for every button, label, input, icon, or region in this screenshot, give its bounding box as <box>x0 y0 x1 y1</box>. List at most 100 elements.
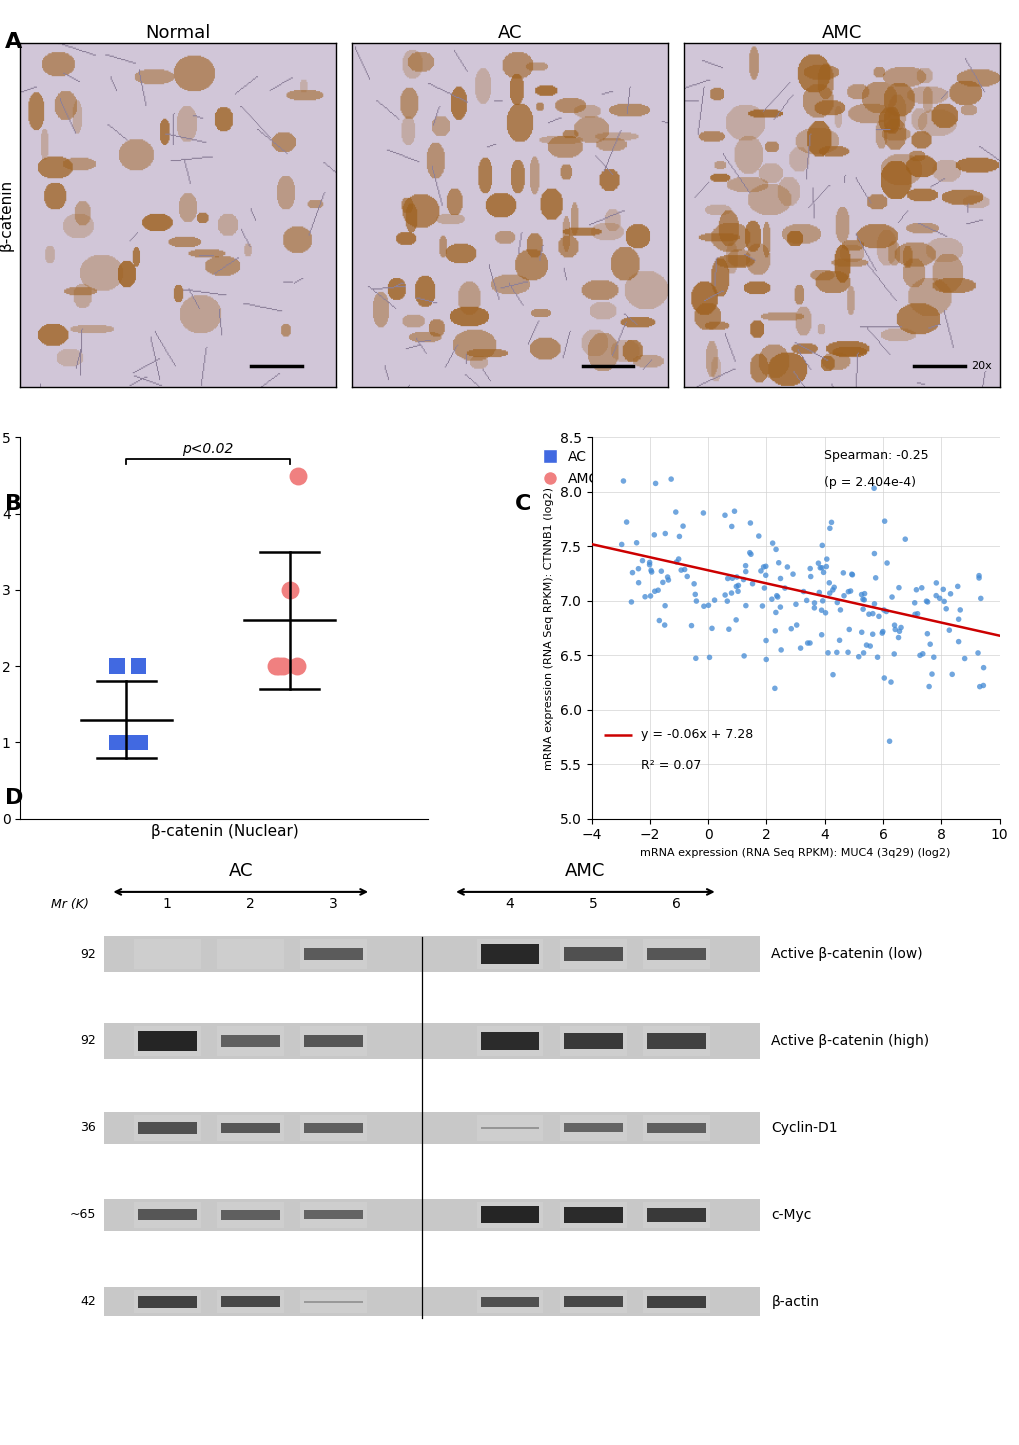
Point <box>941 618 957 642</box>
Point <box>972 587 988 610</box>
Point <box>755 577 771 600</box>
Point <box>656 614 673 637</box>
Point <box>813 623 829 646</box>
Point <box>122 731 139 754</box>
Point <box>741 540 757 564</box>
Point <box>647 473 663 496</box>
Point <box>927 571 944 594</box>
Point <box>268 655 284 678</box>
Point <box>886 643 902 666</box>
Point <box>673 559 689 582</box>
Point <box>858 633 874 656</box>
Point <box>864 623 880 646</box>
Bar <box>217 1202 283 1228</box>
Bar <box>646 948 705 961</box>
Point <box>772 639 789 662</box>
Point <box>652 559 668 582</box>
Point <box>832 598 848 621</box>
Text: Spearman: -0.25: Spearman: -0.25 <box>823 449 928 462</box>
Point <box>757 555 773 578</box>
Bar <box>646 1296 705 1308</box>
Point <box>687 582 703 605</box>
Text: AMC: AMC <box>565 863 605 880</box>
Point <box>828 591 845 614</box>
Bar <box>559 1290 626 1314</box>
Point <box>816 601 833 624</box>
Point <box>131 731 148 754</box>
Point <box>874 620 891 643</box>
Point <box>877 600 894 623</box>
Bar <box>564 1033 622 1049</box>
Point <box>822 510 839 533</box>
Bar <box>480 1127 539 1129</box>
Point <box>685 572 701 595</box>
Point <box>659 565 676 588</box>
Y-axis label: β-catenin: β-catenin <box>0 179 13 251</box>
Bar <box>133 939 201 970</box>
Point <box>271 655 287 678</box>
Bar <box>564 948 622 961</box>
Text: 4: 4 <box>505 897 514 912</box>
Bar <box>476 1202 543 1228</box>
Point <box>645 523 661 546</box>
Bar <box>643 939 709 970</box>
Point <box>864 603 880 626</box>
Point <box>722 514 739 538</box>
Point <box>767 538 784 561</box>
Point <box>736 644 752 668</box>
Point <box>728 565 744 588</box>
Point <box>950 608 966 631</box>
Text: 42: 42 <box>79 1295 96 1308</box>
Point <box>623 591 639 614</box>
Point <box>769 551 786 574</box>
Point <box>662 468 679 491</box>
Text: 36: 36 <box>79 1121 96 1134</box>
Text: p<0.02: p<0.02 <box>182 442 233 455</box>
Bar <box>104 936 759 972</box>
Bar <box>221 1123 279 1133</box>
Point <box>890 626 906 649</box>
Point <box>730 574 746 597</box>
Point <box>683 614 699 637</box>
Point <box>726 500 742 523</box>
Point <box>970 566 986 590</box>
Point <box>825 575 842 598</box>
Point <box>865 477 881 500</box>
Bar <box>480 945 539 964</box>
Point <box>776 577 793 600</box>
Point <box>755 555 771 578</box>
Point <box>843 562 859 585</box>
Bar <box>138 1032 197 1051</box>
Bar <box>138 1123 197 1134</box>
Bar <box>480 1207 539 1224</box>
Point <box>649 578 665 601</box>
Title: AMC: AMC <box>820 23 861 42</box>
Bar <box>217 939 283 970</box>
Point <box>737 594 753 617</box>
Point <box>819 642 836 665</box>
Point <box>768 585 785 608</box>
Bar <box>301 939 367 970</box>
Bar <box>564 1296 622 1308</box>
Point <box>840 579 856 603</box>
Bar <box>217 1026 283 1056</box>
Point <box>868 646 884 669</box>
Text: 6: 6 <box>672 897 681 912</box>
Text: 92: 92 <box>79 948 96 961</box>
Point <box>628 532 644 555</box>
Point <box>766 676 783 699</box>
Bar <box>646 1033 705 1049</box>
Text: Cyclin-D1: Cyclin-D1 <box>770 1121 838 1134</box>
Point <box>806 591 822 614</box>
Point <box>695 501 711 525</box>
Point <box>656 594 673 617</box>
Bar <box>104 1113 759 1144</box>
Point <box>830 629 847 652</box>
Bar <box>304 1211 363 1220</box>
Point <box>949 575 965 598</box>
Bar <box>646 1123 705 1133</box>
Bar <box>559 1202 626 1228</box>
Point <box>813 556 829 579</box>
Point <box>706 588 722 611</box>
Point <box>728 608 744 631</box>
